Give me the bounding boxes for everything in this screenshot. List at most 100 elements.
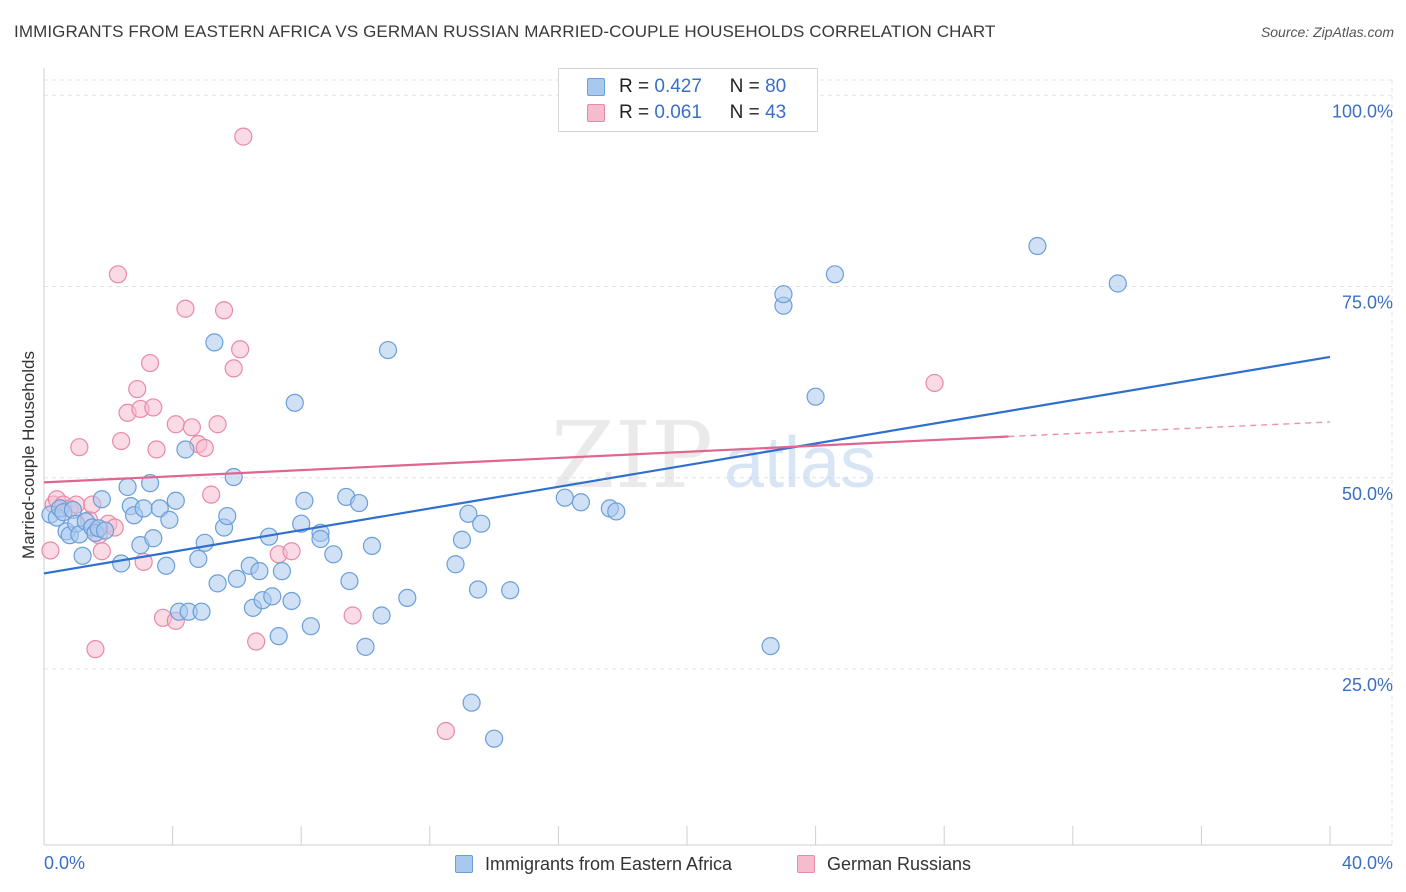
blue-point — [1028, 236, 1047, 256]
blue-point — [285, 393, 304, 412]
pink-point — [70, 438, 89, 457]
pink-point — [140, 353, 160, 373]
blue-point — [282, 591, 301, 611]
pink-point — [343, 606, 362, 625]
legend-n-label: N = — [729, 102, 760, 123]
legend-r-label: R = — [619, 102, 650, 123]
blue-point — [272, 562, 292, 581]
blue-point — [468, 580, 488, 599]
pink-point — [128, 379, 147, 399]
blue-point — [224, 467, 243, 487]
x-tick-label: 0.0% — [44, 853, 85, 873]
blue-point — [192, 602, 211, 621]
blue-point — [362, 536, 382, 555]
y-axis-label: Married-couple Households — [19, 351, 38, 559]
pink-point — [202, 485, 221, 504]
axes — [43, 68, 1392, 846]
bottom-legend-pink: German Russians — [797, 852, 971, 876]
blue-point — [324, 545, 343, 564]
pink-point — [176, 299, 195, 318]
blue-point — [398, 588, 417, 608]
y-tick-label: 25.0% — [1342, 675, 1393, 695]
blue-point — [459, 504, 478, 523]
trend-lines — [43, 355, 1331, 575]
blue-point — [452, 530, 472, 549]
blue-point — [189, 549, 208, 568]
bottom-legend-blue: Immigrants from Eastern Africa — [455, 852, 732, 876]
pink-point — [144, 398, 163, 417]
blue-point — [340, 571, 359, 591]
pink-point — [247, 632, 266, 651]
bottom-legend-label-blue: Immigrants from Eastern Africa — [485, 853, 733, 874]
chart-title: IMMIGRANTS FROM EASTERN AFRICA VS GERMAN… — [14, 22, 996, 41]
pink-point — [112, 431, 131, 451]
blue-point — [176, 440, 195, 459]
legend-swatch-pink — [587, 104, 605, 122]
blue-point — [311, 529, 330, 549]
blue-point — [92, 490, 111, 509]
y-tick-label: 50.0% — [1342, 484, 1393, 504]
blue-point — [218, 506, 237, 526]
blue-point — [501, 581, 520, 600]
blue-point — [349, 493, 369, 513]
blue-point — [112, 554, 131, 573]
blue-point — [571, 493, 591, 512]
blue-point — [160, 510, 179, 529]
blue-point — [295, 491, 314, 510]
legend-swatch-blue — [587, 78, 605, 96]
blue-point — [472, 514, 491, 533]
legend-r-value-pink: 0.061 — [654, 102, 702, 123]
blue-point — [1108, 274, 1127, 293]
blue-point — [446, 555, 465, 574]
x-tick-labels: 0.0% 40.0% — [44, 853, 1393, 873]
pink-point — [147, 440, 166, 459]
pink-point — [208, 415, 227, 434]
correlation-legend: R = 0.427 N = 80 R = 0.061 N = 43 — [558, 68, 818, 132]
pink-point — [92, 542, 111, 561]
legend-row-blue: R = 0.427 N = 80 — [587, 74, 786, 100]
blue-point — [607, 502, 626, 521]
blue-point — [555, 488, 574, 507]
bottom-legend-swatch-blue — [455, 855, 473, 873]
blue-point — [73, 546, 92, 565]
trend-line-pink-extension — [1008, 421, 1331, 438]
blue-point — [806, 387, 825, 406]
bottom-legend-label-pink: German Russians — [827, 853, 972, 874]
blue-point — [774, 285, 793, 304]
blue-point — [356, 637, 375, 656]
pink-point — [925, 373, 944, 393]
blue-point — [269, 627, 288, 646]
blue-point — [292, 514, 311, 533]
pink-point — [166, 415, 185, 434]
blue-points — [41, 236, 1127, 748]
source-credit: Source: ZipAtlas.com — [1260, 24, 1394, 40]
y-tick-label: 100.0% — [1332, 101, 1393, 121]
blue-point — [157, 556, 176, 575]
legend-n-value-pink: 43 — [765, 102, 787, 123]
blue-point — [144, 529, 163, 548]
pink-point — [224, 359, 243, 378]
blue-point — [95, 521, 115, 540]
blue-point — [372, 606, 391, 625]
pink-point — [436, 721, 455, 741]
bottom-legend-swatch-pink — [797, 855, 815, 873]
blue-point — [166, 491, 185, 510]
blue-point — [205, 333, 224, 352]
blue-point — [118, 477, 137, 497]
blue-point — [462, 693, 481, 712]
y-tick-label: 75.0% — [1342, 293, 1393, 313]
blue-point — [761, 636, 780, 656]
pink-point — [41, 541, 60, 560]
blue-point — [140, 474, 160, 493]
blue-point — [378, 340, 398, 360]
blue-point — [301, 617, 320, 636]
pink-point — [231, 340, 250, 359]
legend-n-label: N = — [729, 76, 760, 97]
blue-point — [195, 533, 214, 552]
legend-n-value-blue: 80 — [765, 76, 787, 97]
trend-line-blue — [43, 355, 1331, 575]
x-tick-label: 40.0% — [1342, 853, 1393, 873]
pink-point — [182, 418, 201, 437]
blue-point — [250, 562, 269, 581]
gridlines — [44, 79, 1393, 845]
